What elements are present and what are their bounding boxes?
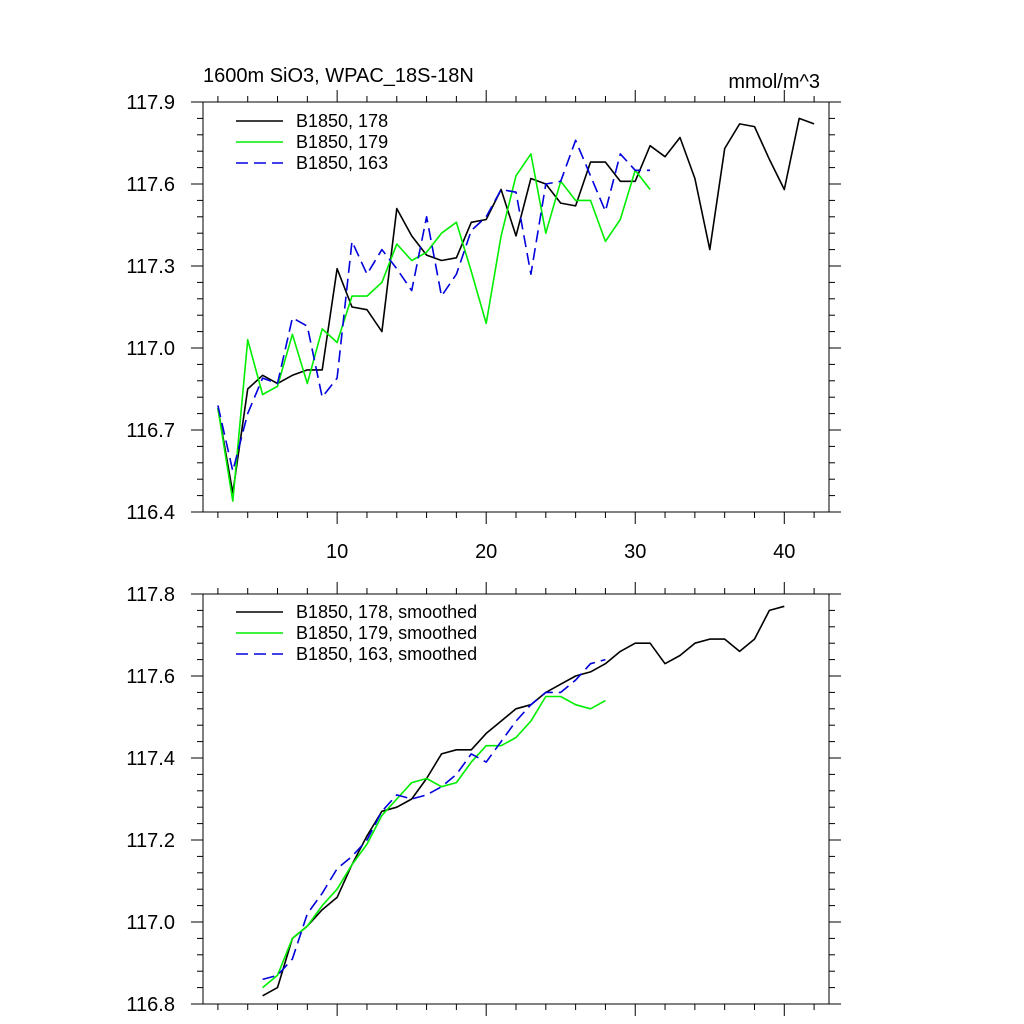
y-tick-labels: 116.8 117.0 117.2 117.4 117.6 117.8 — [126, 584, 175, 1016]
units-label: mmol/m^3 — [728, 71, 820, 93]
series-line — [262, 605, 785, 997]
y-tick-label: 117.0 — [126, 338, 175, 360]
legend-label: B1850, 178, smoothed — [296, 602, 477, 622]
x-tick-label: 10 — [326, 541, 348, 563]
y-tick-label: 117.0 — [126, 912, 175, 934]
series-line — [262, 658, 606, 981]
y-tick-label: 117.6 — [126, 666, 175, 688]
y-tick-label: 117.6 — [126, 174, 175, 196]
series-lines — [217, 117, 815, 502]
legend-label: B1850, 179, smoothed — [296, 623, 477, 643]
legend-label: B1850, 179 — [296, 132, 388, 152]
y-tick-label: 116.4 — [126, 502, 175, 524]
panel-bottom: 116.8 117.0 117.2 117.4 117.6 117.8 B1850, 17… — [126, 582, 841, 1016]
tick-marks — [191, 582, 841, 1016]
series-line — [217, 153, 651, 502]
y-tick-label: 117.2 — [126, 830, 175, 852]
y-tick-label: 117.3 — [126, 256, 175, 278]
chart-title: 1600m SiO3, WPAC_18S-18N — [203, 65, 474, 87]
x-tick-label: 40 — [773, 541, 795, 563]
y-tick-label: 116.8 — [126, 994, 175, 1016]
series-lines — [262, 605, 785, 997]
legend-label: B1850, 163, smoothed — [296, 644, 477, 664]
y-tick-label: 117.8 — [126, 584, 175, 606]
x-tick-labels: 10 20 30 40 — [326, 541, 795, 563]
x-tick-label: 30 — [624, 541, 646, 563]
legend-label: B1850, 163 — [296, 153, 388, 173]
y-tick-labels: 116.4 116.7 117.0 117.3 117.6 117.9 — [126, 92, 175, 524]
y-tick-label: 117.4 — [126, 748, 175, 770]
y-tick-label: 116.7 — [126, 420, 175, 442]
tick-marks — [191, 90, 841, 524]
panel-top: 1600m SiO3, WPAC_18S-18N mmol/m^3 116.41… — [126, 65, 841, 563]
x-tick-label: 20 — [475, 541, 497, 563]
y-tick-label: 117.9 — [126, 92, 175, 114]
series-line — [217, 139, 651, 472]
series-line — [262, 695, 606, 989]
legend-label: B1850, 178 — [296, 111, 388, 131]
